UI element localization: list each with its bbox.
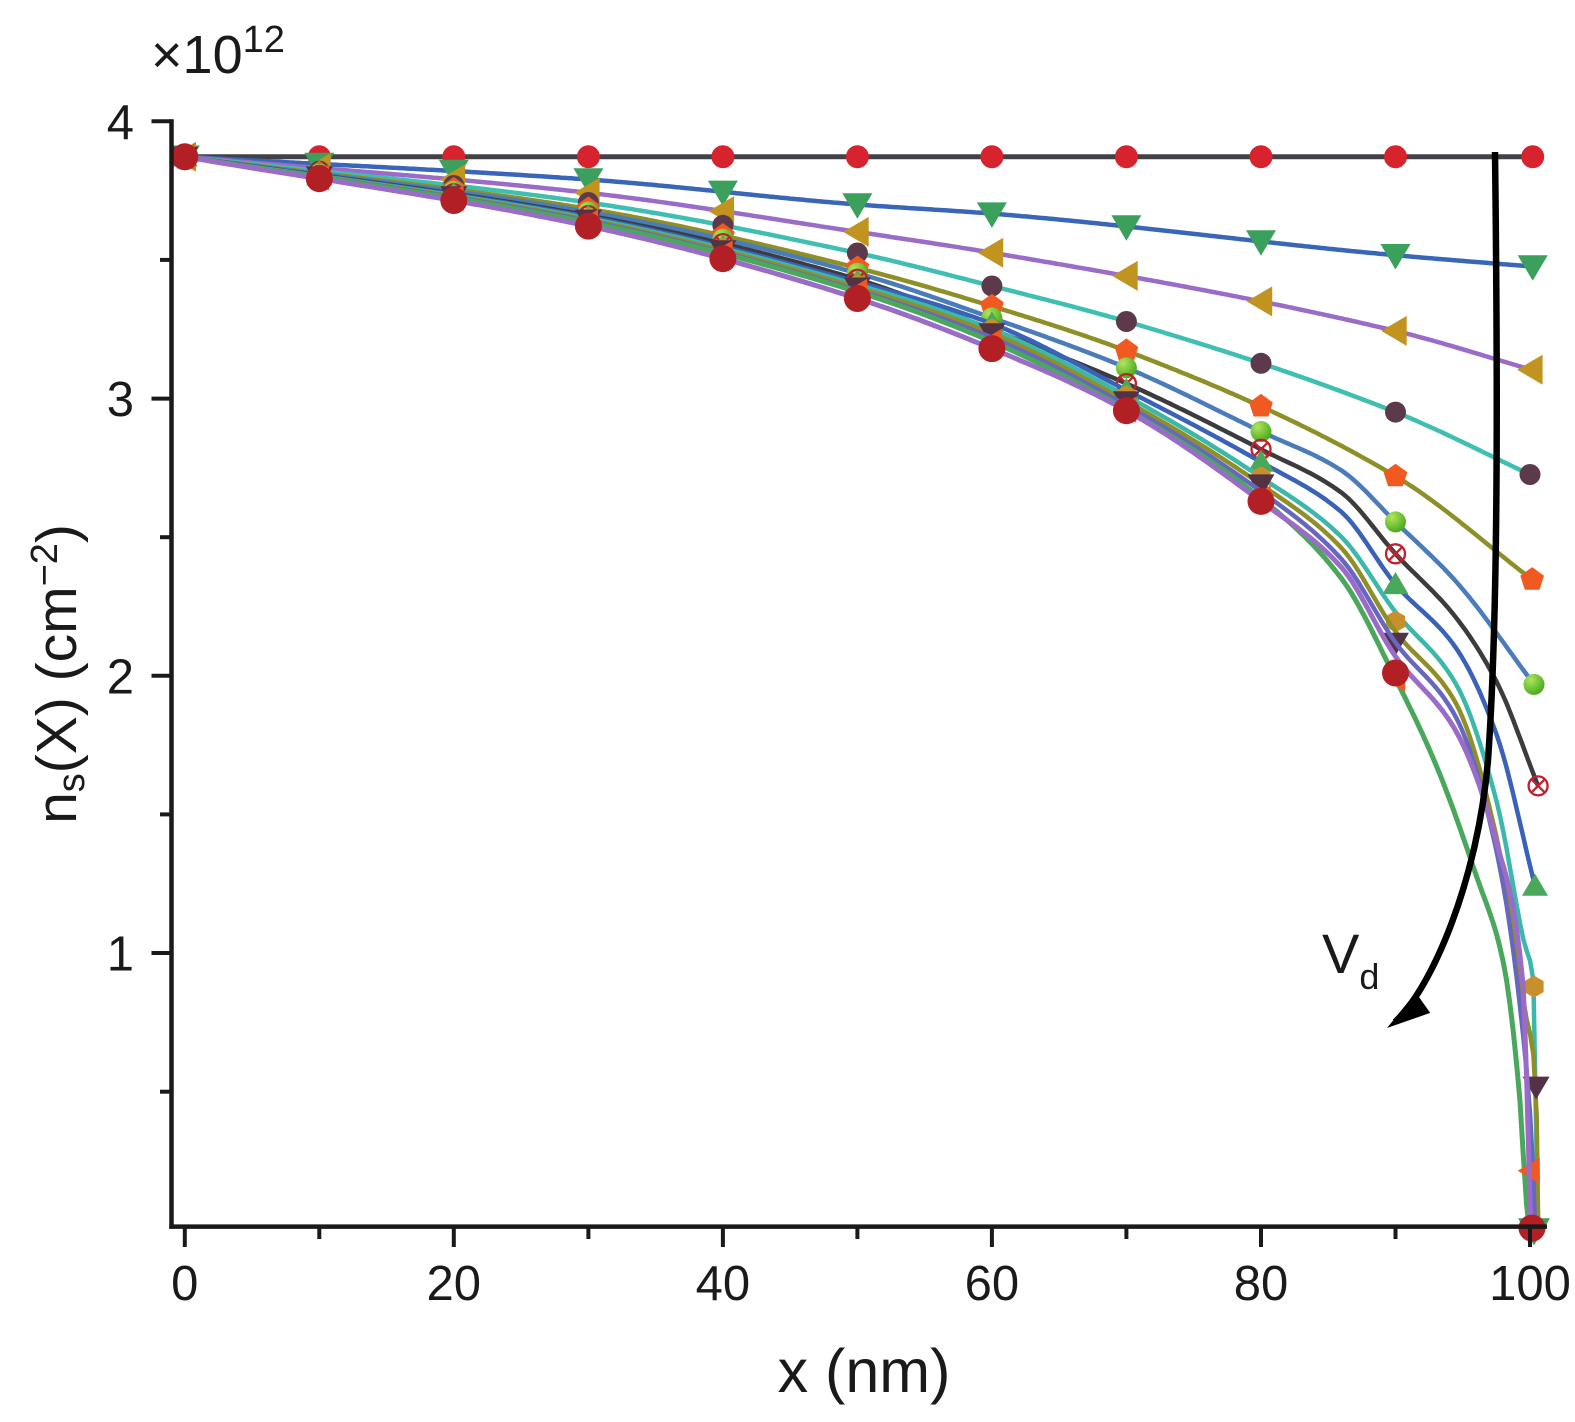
svg-text:3: 3	[107, 373, 134, 427]
svg-text:40: 40	[696, 1257, 751, 1311]
svg-text:100: 100	[1489, 1257, 1571, 1311]
svg-text:80: 80	[1234, 1257, 1289, 1311]
svg-text:0: 0	[171, 1257, 198, 1311]
svg-text:x (nm): x (nm)	[778, 1337, 951, 1405]
svg-text:1: 1	[107, 928, 134, 982]
svg-text:60: 60	[965, 1257, 1020, 1311]
svg-text:20: 20	[427, 1257, 482, 1311]
svg-text:4: 4	[107, 96, 134, 150]
svg-text:2: 2	[107, 650, 134, 704]
